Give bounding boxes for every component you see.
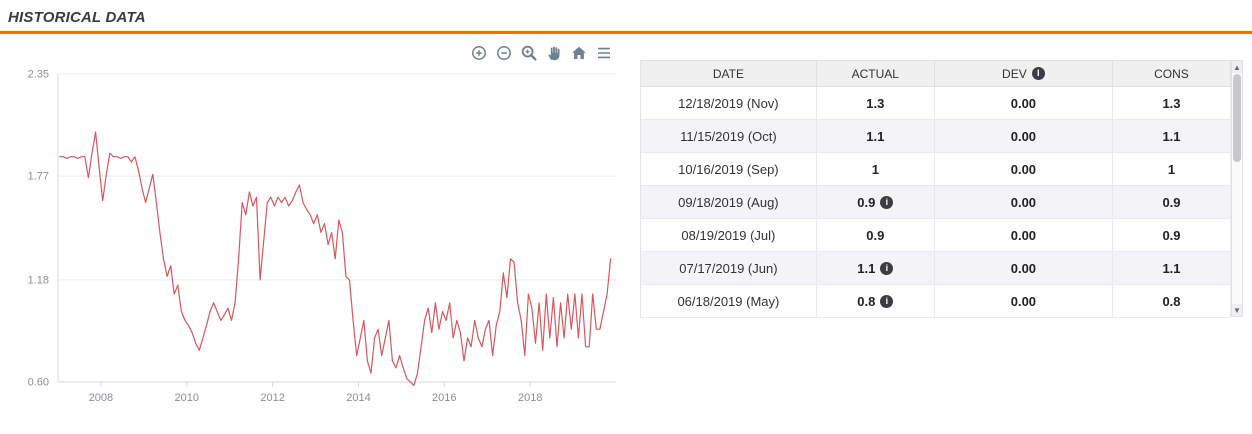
table-row: 09/18/2019 (Aug) 0.9 i 0.00 0.9 xyxy=(641,186,1231,219)
table-row: 12/18/2019 (Nov) 1.3 0.00 1.3 xyxy=(641,87,1231,120)
y-tick-label: 0.60 xyxy=(28,377,49,389)
scroll-up-arrow-icon[interactable]: ▲ xyxy=(1232,61,1242,73)
table-row: 06/18/2019 (May) 0.8 i 0.00 0.8 xyxy=(641,285,1231,318)
series-line xyxy=(59,131,612,387)
x-tick-label: 2016 xyxy=(432,392,456,404)
cell-cons: 0.9 xyxy=(1112,219,1231,252)
widget-header: HISTORICAL DATA xyxy=(0,0,1252,34)
info-icon[interactable]: i xyxy=(880,294,894,308)
pan-icon[interactable] xyxy=(544,43,564,63)
table-body: 12/18/2019 (Nov) 1.3 0.00 1.3 11/15/2019 (Oc… xyxy=(641,87,1231,318)
col-header-dev-label: DEV xyxy=(1002,66,1027,81)
x-tick-label: 2018 xyxy=(518,392,542,404)
cell-actual: 1.1 xyxy=(816,120,935,153)
cell-date: 07/17/2019 (Jun) xyxy=(641,252,817,285)
cell-date: 12/18/2019 (Nov) xyxy=(641,87,817,120)
cell-date: 10/16/2019 (Sep) xyxy=(641,153,817,186)
y-tick-label: 2.35 xyxy=(28,69,49,81)
cell-actual: 0.8 i xyxy=(816,285,935,318)
table-header-row: DATE ACTUAL DEV i CONS xyxy=(641,61,1231,87)
home-icon[interactable] xyxy=(569,43,589,63)
page-title: HISTORICAL DATA xyxy=(8,9,146,26)
chart-toolbar xyxy=(8,42,626,64)
cell-dev: 0.00 xyxy=(934,219,1113,252)
y-tick-label: 1.77 xyxy=(28,171,49,183)
table-row: 10/16/2019 (Sep) 1 0.00 1 xyxy=(641,153,1231,186)
cell-cons: 1.3 xyxy=(1112,87,1231,120)
cell-actual: 1.3 xyxy=(816,87,935,120)
cell-cons: 1.1 xyxy=(1112,120,1231,153)
col-header-cons: CONS xyxy=(1112,61,1231,87)
table-panel: DATE ACTUAL DEV i CONS 12/18/2019 (Nov) 1… xyxy=(640,60,1243,412)
zoom-in-icon[interactable] xyxy=(469,43,489,63)
cell-dev: 0.00 xyxy=(934,87,1113,120)
menu-icon[interactable] xyxy=(594,43,614,63)
cell-date: 06/18/2019 (May) xyxy=(641,285,817,318)
col-header-date: DATE xyxy=(641,61,817,87)
table-row: 07/17/2019 (Jun) 1.1 i 0.00 1.1 xyxy=(641,252,1231,285)
history-table: DATE ACTUAL DEV i CONS 12/18/2019 (Nov) 1… xyxy=(640,60,1231,318)
cell-date: 09/18/2019 (Aug) xyxy=(641,186,817,219)
col-header-actual: ACTUAL xyxy=(816,61,935,87)
cell-dev: 0.00 xyxy=(934,120,1113,153)
historical-data-widget: HISTORICAL DATA xyxy=(0,0,1252,412)
scroll-down-arrow-icon[interactable]: ▼ xyxy=(1232,304,1242,316)
cell-date: 11/15/2019 (Oct) xyxy=(641,120,817,153)
table-scrollbar[interactable]: ▲ ▼ xyxy=(1231,60,1243,317)
info-icon[interactable]: i xyxy=(880,261,894,275)
cell-actual: 0.9 xyxy=(816,219,935,252)
info-icon[interactable]: i xyxy=(1031,67,1045,80)
col-header-dev: DEV i xyxy=(934,61,1113,87)
cell-dev: 0.00 xyxy=(934,252,1113,285)
y-tick-label: 1.18 xyxy=(28,274,49,286)
table-row: 08/19/2019 (Jul) 0.9 0.00 0.9 xyxy=(641,219,1231,252)
cell-cons: 0.8 xyxy=(1112,285,1231,318)
x-tick-label: 2012 xyxy=(260,392,284,404)
info-icon[interactable]: i xyxy=(880,195,894,209)
cell-cons: 0.9 xyxy=(1112,186,1231,219)
chart-panel: 2.35 1.77 1.18 0.60 2008 2010 2012 2014 2016 2018 xyxy=(8,42,626,412)
scrollbar-thumb[interactable] xyxy=(1233,74,1241,162)
cell-actual: 0.9 i xyxy=(816,186,935,219)
x-tick-label: 2010 xyxy=(175,392,199,404)
col-header-actual-label: ACTUAL xyxy=(851,66,899,81)
cell-cons: 1 xyxy=(1112,153,1231,186)
zoom-out-icon[interactable] xyxy=(494,43,514,63)
cell-actual: 1 xyxy=(816,153,935,186)
cell-date: 08/19/2019 (Jul) xyxy=(641,219,817,252)
cell-dev: 0.00 xyxy=(934,186,1113,219)
cell-actual: 1.1 i xyxy=(816,252,935,285)
main-content: 2.35 1.77 1.18 0.60 2008 2010 2012 2014 2016 2018… xyxy=(0,34,1252,412)
table-row: 11/15/2019 (Oct) 1.1 0.00 1.1 xyxy=(641,120,1231,153)
col-header-cons-label: CONS xyxy=(1154,66,1189,81)
col-header-date-label: DATE xyxy=(712,66,744,81)
x-tick-label: 2014 xyxy=(346,392,370,404)
x-tick-label: 2008 xyxy=(89,392,113,404)
selection-zoom-icon[interactable] xyxy=(519,43,539,63)
cell-dev: 0.00 xyxy=(934,153,1113,186)
cell-dev: 0.00 xyxy=(934,285,1113,318)
cell-cons: 1.1 xyxy=(1112,252,1231,285)
history-chart[interactable]: 2.35 1.77 1.18 0.60 2008 2010 2012 2014 2016 2018 xyxy=(8,64,626,412)
